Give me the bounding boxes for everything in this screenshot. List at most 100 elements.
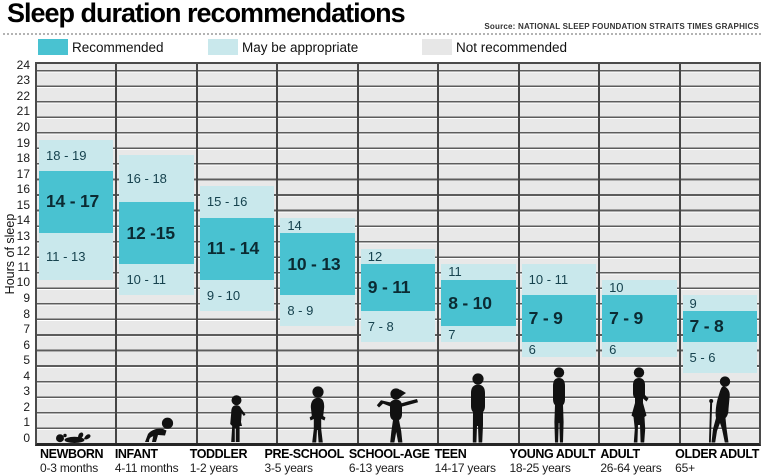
may-upper-band: 9 [682, 295, 757, 311]
column-infant: 16 - 18 12 -15 10 - 11 [117, 64, 198, 443]
category-age-range: 26-64 years [600, 461, 662, 475]
category-age-range: 0-3 months [40, 461, 99, 475]
band-label: 7 - 9 [609, 308, 644, 329]
category-age-range: 1-2 years [189, 461, 238, 475]
chart-area: 18 - 19 14 - 17 11 - 13 16 - 18 12 -15 10 - 1… [35, 62, 761, 446]
may-lower-band: 7 [441, 326, 516, 342]
band-label: 14 [287, 217, 302, 233]
band-label: 12 -15 [126, 222, 175, 243]
y-tick-23: 23 [16, 73, 30, 88]
y-tick-8: 8 [23, 306, 30, 321]
y-tick-9: 9 [23, 291, 30, 306]
preschool-figure-icon [305, 386, 331, 443]
band-label: 9 - 10 [206, 287, 241, 303]
band-label: 10 - 11 [126, 272, 166, 288]
may-lower-band: 5 - 6 [682, 341, 757, 374]
band-label: 12 [367, 248, 383, 264]
legend-item-may-be-appropriate: May be appropriate [208, 39, 358, 55]
category-label-older-adult: OLDER ADULT 65+ [672, 447, 759, 475]
band-label: 9 - 11 [367, 277, 411, 297]
may-upper-band: 12 [360, 248, 436, 265]
y-tick-18: 18 [16, 151, 30, 166]
toddler-figure-icon [225, 395, 249, 443]
category-label-infant: INFANT 4-11 months [112, 447, 185, 475]
may-upper-band: 16 - 18 [119, 155, 194, 202]
legend: Recommended May be appropriate Not recom… [0, 39, 764, 57]
legend-label-recommended: Recommended [72, 39, 164, 55]
y-tick-14: 14 [16, 213, 30, 228]
legend-swatch-not-recommended [422, 39, 452, 55]
band-label: 8 - 10 [448, 292, 492, 313]
band-label: 18 - 19 [46, 147, 87, 163]
category-name: SCHOOL-AGE [348, 447, 430, 461]
may-upper-band: 10 - 11 [521, 264, 597, 296]
y-tick-11: 11 [17, 259, 30, 274]
may-upper-band: 14 [280, 217, 355, 234]
y-tick-12: 12 [16, 244, 30, 259]
category-name: PRE-SCHOOL [264, 447, 345, 461]
category-label-newborn: NEWBORN 0-3 months [37, 447, 110, 475]
y-tick-1: 1 [23, 415, 30, 430]
band-label: 5 - 6 [689, 349, 716, 365]
recommended-band: 8 - 10 [441, 279, 516, 327]
source-credit: Source: NATIONAL SLEEP FOUNDATION STRAIT… [484, 22, 759, 31]
category-name: OLDER ADULT [675, 447, 759, 461]
column-young-adult: 10 - 11 7 - 9 6 [520, 64, 601, 443]
may-upper-band: 18 - 19 [39, 139, 114, 171]
band-label: 11 [448, 264, 462, 280]
category-age-range: 14-17 years [434, 461, 496, 475]
y-tick-3: 3 [23, 384, 30, 399]
band-label: 16 - 18 [126, 171, 167, 187]
category-name: TODDLER [189, 447, 248, 461]
band-label: 10 [609, 279, 624, 295]
may-upper-band: 11 [441, 264, 516, 280]
column-older-adult: 9 7 - 8 5 - 6 [681, 64, 759, 443]
category-name: INFANT [114, 447, 158, 461]
category-age-range: 6-13 years [348, 461, 404, 475]
legend-label-may-be-appropriate: May be appropriate [242, 39, 359, 55]
page-title: Sleep duration recommendations [7, 0, 406, 28]
may-upper-band: 15 - 16 [199, 186, 275, 218]
band-label: 6 [528, 342, 536, 358]
legend-label-not-recommended: Not recommended [456, 39, 568, 55]
y-tick-19: 19 [16, 135, 30, 150]
category-label-adult: ADULT 26-64 years [597, 447, 670, 475]
may-lower-band: 10 - 11 [119, 264, 194, 296]
older-adult-figure-icon [702, 373, 738, 443]
y-axis-ticks: 0 1 2 3 4 5 6 7 8 9 10 11 12 13 14 15 16 17 18 19 20 21 22 23 24 [0, 59, 33, 444]
recommended-band: 12 -15 [119, 201, 194, 265]
band-label: 11 - 13 [46, 248, 86, 264]
recommended-band: 14 - 17 [39, 170, 114, 234]
infant-figure-icon [139, 417, 175, 443]
y-tick-22: 22 [16, 88, 30, 103]
may-lower-band: 6 [602, 341, 677, 358]
category-label-school-age: SCHOOL-AGE 6-13 years [346, 447, 430, 475]
y-tick-20: 20 [16, 119, 30, 134]
legend-swatch-may-be-appropriate [208, 39, 238, 55]
y-tick-16: 16 [16, 182, 30, 197]
y-tick-7: 7 [23, 322, 30, 337]
band-label: 7 - 9 [528, 308, 563, 329]
category-name: ADULT [600, 447, 640, 461]
y-tick-10: 10 [16, 275, 30, 290]
band-label: 9 [689, 295, 697, 311]
band-label: 7 [448, 326, 456, 342]
y-tick-21: 21 [16, 104, 30, 119]
category-name: NEWBORN [40, 447, 104, 461]
category-name: YOUNG ADULT [509, 447, 596, 461]
category-label-pre-school: PRE-SCHOOL 3-5 years [262, 447, 345, 475]
band-label: 7 - 8 [689, 315, 724, 336]
y-tick-17: 17 [16, 166, 30, 181]
category-age-range: 18-25 years [509, 461, 571, 475]
may-lower-band: 11 - 13 [39, 233, 114, 280]
legend-item-recommended: Recommended [38, 39, 164, 55]
may-lower-band: 8 - 9 [280, 295, 355, 327]
band-label: 8 - 9 [287, 303, 314, 319]
header-divider [3, 33, 761, 35]
y-tick-15: 15 [16, 197, 30, 212]
column-newborn: 18 - 19 14 - 17 11 - 13 [37, 64, 118, 443]
category-age-range: 3-5 years [264, 461, 313, 475]
y-tick-6: 6 [23, 337, 30, 352]
y-tick-13: 13 [16, 228, 30, 243]
